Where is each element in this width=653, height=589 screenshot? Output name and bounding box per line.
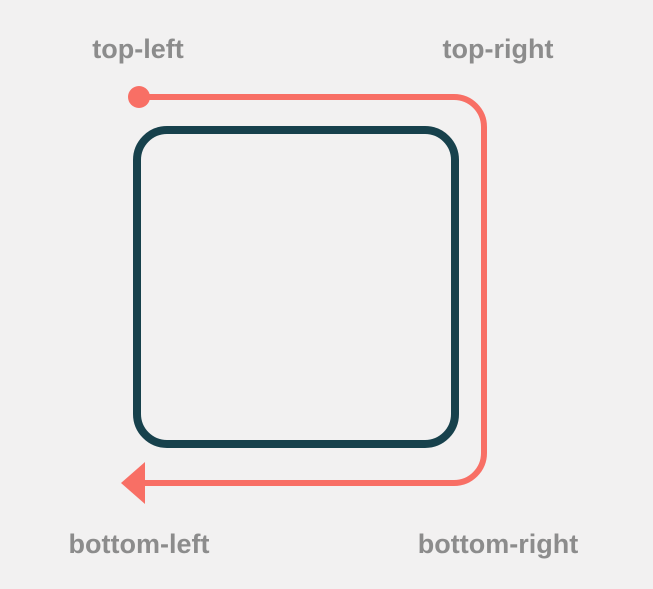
label-top-left: top-left	[92, 34, 183, 64]
label-bottom-right: bottom-right	[418, 529, 578, 559]
label-top-right: top-right	[443, 34, 554, 64]
clockwise-path	[138, 94, 487, 486]
start-dot	[128, 86, 150, 108]
rounded-box	[133, 126, 459, 448]
label-bottom-left: bottom-left	[69, 529, 210, 559]
arrowhead-icon	[121, 462, 145, 504]
